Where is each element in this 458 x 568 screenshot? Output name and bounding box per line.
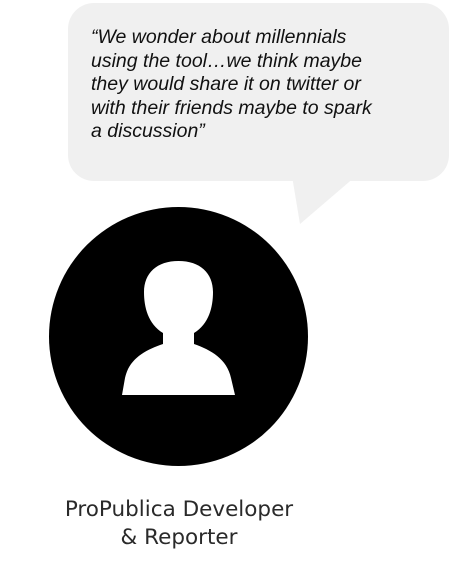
person-title-line: ProPublica Developer	[64, 497, 294, 522]
quote-line: with their friends maybe to spark	[91, 96, 372, 119]
silhouette-shape	[122, 261, 235, 395]
user-silhouette-icon	[49, 207, 308, 466]
person-caption: ProPublica Developer & Reporter	[0, 496, 358, 552]
quote-line: using the tool…we think maybe	[91, 49, 362, 72]
speech-bubble	[68, 3, 449, 181]
testimonial-quote: “We wonder about millennials using the t…	[91, 26, 436, 144]
quote-line: a discussion”	[91, 120, 205, 142]
quote-line: they would share it on twitter or	[91, 73, 361, 95]
quote-line: “We wonder about millennials	[91, 26, 347, 48]
person-title-line: & Reporter	[120, 525, 238, 550]
